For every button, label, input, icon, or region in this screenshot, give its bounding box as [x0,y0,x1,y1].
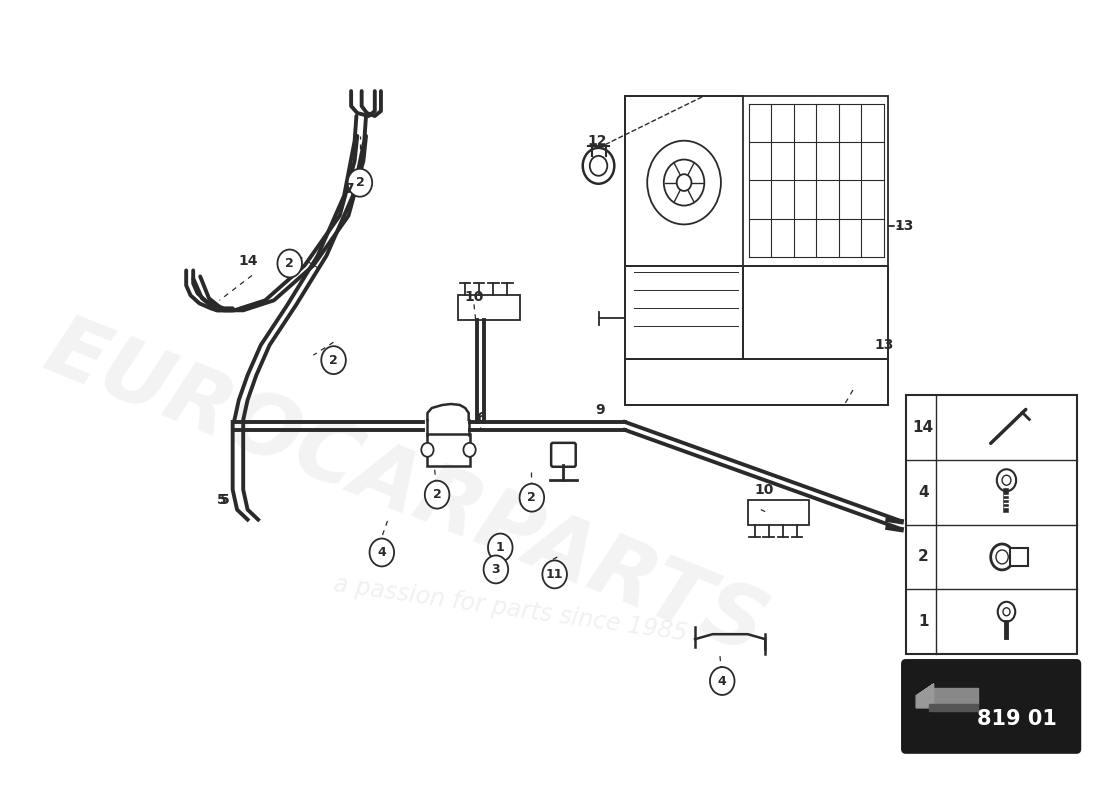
Circle shape [583,148,614,184]
Circle shape [321,346,345,374]
Circle shape [484,555,508,583]
Circle shape [370,538,394,566]
Text: 10: 10 [464,290,484,304]
Circle shape [996,550,1009,564]
Circle shape [710,667,735,695]
Text: 14: 14 [913,420,934,435]
Text: 13: 13 [894,219,913,233]
Text: 14: 14 [239,254,258,269]
Text: 2: 2 [355,176,364,190]
Text: 2: 2 [285,257,294,270]
Circle shape [1003,608,1010,616]
FancyBboxPatch shape [1010,548,1027,566]
Circle shape [1002,475,1011,486]
Text: a passion for parts since 1985: a passion for parts since 1985 [332,573,690,646]
Text: 4: 4 [718,674,727,687]
Circle shape [421,443,433,457]
Text: 4: 4 [377,546,386,559]
Text: 2: 2 [917,550,928,565]
Circle shape [277,250,302,278]
Text: 9: 9 [595,403,605,417]
Polygon shape [930,704,978,711]
Text: 5: 5 [220,493,230,506]
Text: 12: 12 [587,134,606,148]
Text: 4: 4 [917,485,928,500]
Text: 819 01: 819 01 [977,709,1057,729]
Text: 7: 7 [344,182,354,196]
Text: 2: 2 [329,354,338,366]
Circle shape [991,544,1013,570]
Circle shape [663,159,704,206]
Circle shape [998,602,1015,622]
Circle shape [997,470,1016,491]
Circle shape [519,484,544,512]
Text: 1: 1 [917,614,928,630]
Text: 1: 1 [496,541,505,554]
Text: 11: 11 [546,568,563,581]
Text: EUROCARPARTS: EUROCARPARTS [33,307,778,672]
Circle shape [488,534,513,562]
Text: 6: 6 [476,411,486,425]
FancyBboxPatch shape [902,660,1080,753]
Text: 2: 2 [528,491,536,504]
Text: 5: 5 [217,493,227,506]
Text: 2: 2 [432,488,441,501]
Circle shape [647,141,720,225]
Circle shape [348,169,372,197]
Circle shape [590,156,607,176]
Circle shape [542,561,566,588]
Circle shape [463,443,475,457]
FancyBboxPatch shape [905,395,1077,654]
Text: 13: 13 [874,338,893,352]
Circle shape [425,481,450,509]
Text: 10: 10 [755,482,774,497]
Polygon shape [916,684,934,708]
Text: 3: 3 [492,563,500,576]
Polygon shape [930,688,978,704]
Circle shape [676,174,692,191]
